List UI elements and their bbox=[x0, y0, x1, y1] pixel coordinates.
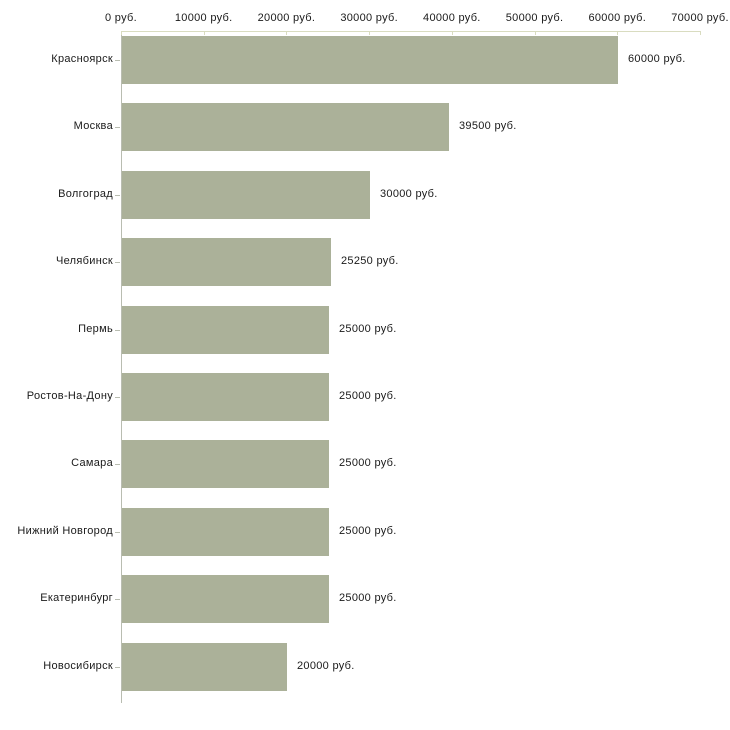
x-axis-tick-label: 60000 руб. bbox=[588, 12, 647, 24]
category-tick-mark bbox=[115, 464, 120, 465]
bar-1 bbox=[122, 103, 449, 152]
category-label: Челябинск bbox=[56, 255, 113, 268]
bar-4 bbox=[122, 305, 329, 354]
x-axis-tick-mark bbox=[617, 31, 619, 35]
value-label: 20000 руб. bbox=[297, 659, 355, 672]
x-axis-line bbox=[121, 31, 701, 32]
category-label: Самара bbox=[71, 457, 113, 470]
x-axis-tick-label: 0 руб. bbox=[105, 12, 137, 24]
category-tick-mark bbox=[115, 667, 120, 668]
value-label: 25000 руб. bbox=[339, 524, 397, 537]
category-tick-mark bbox=[115, 599, 120, 600]
category-label: Новосибирск bbox=[43, 659, 113, 672]
x-axis-tick-label: 30000 руб. bbox=[340, 12, 398, 24]
category-tick-mark bbox=[115, 262, 120, 263]
x-axis-tick-label: 70000 руб. bbox=[671, 12, 729, 24]
x-axis-tick-mark bbox=[286, 31, 288, 35]
bar-8 bbox=[122, 575, 329, 624]
category-label: Пермь bbox=[78, 322, 113, 335]
bar-7 bbox=[122, 507, 329, 556]
y-axis-line bbox=[121, 31, 122, 703]
value-label: 25000 руб. bbox=[339, 592, 397, 605]
bar-0 bbox=[122, 36, 618, 84]
value-label: 60000 руб. bbox=[628, 53, 686, 65]
category-tick-mark bbox=[115, 127, 120, 128]
value-label: 25000 руб. bbox=[339, 457, 397, 470]
value-label: 30000 руб. bbox=[380, 187, 438, 200]
value-label: 25250 руб. bbox=[341, 255, 399, 268]
category-tick-mark bbox=[115, 397, 120, 398]
category-tick-mark bbox=[115, 195, 120, 196]
category-label: Екатеринбург bbox=[40, 592, 113, 605]
bar-5 bbox=[122, 373, 329, 421]
category-label: Нижний Новгород bbox=[17, 524, 113, 537]
value-label: 39500 руб. bbox=[459, 120, 517, 133]
value-label: 25000 руб. bbox=[339, 390, 397, 402]
bar-3 bbox=[122, 238, 331, 287]
x-axis-tick-mark bbox=[121, 31, 122, 35]
x-axis-tick-label: 10000 руб. bbox=[174, 12, 233, 24]
category-tick-mark bbox=[115, 60, 120, 61]
x-axis-tick-mark bbox=[451, 31, 453, 35]
category-label: Ростов-На-Дону bbox=[26, 390, 113, 402]
x-axis-tick-label: 50000 руб. bbox=[505, 12, 564, 24]
category-label: Волгоград bbox=[58, 187, 113, 200]
x-axis-tick-label: 40000 руб. bbox=[423, 12, 481, 24]
x-axis-tick-label: 20000 руб. bbox=[257, 12, 316, 24]
x-axis-tick-mark bbox=[534, 31, 536, 35]
value-label: 25000 руб. bbox=[339, 322, 397, 335]
x-axis-tick-mark bbox=[203, 31, 205, 35]
bar-6 bbox=[122, 440, 329, 489]
x-axis-tick-mark bbox=[700, 31, 701, 35]
category-label: Москва bbox=[73, 120, 113, 133]
category-tick-mark bbox=[115, 330, 120, 331]
category-tick-mark bbox=[115, 532, 120, 533]
bar-2 bbox=[122, 170, 370, 219]
category-label: Красноярск bbox=[51, 53, 113, 65]
bar-9 bbox=[122, 642, 287, 691]
x-axis-tick-mark bbox=[369, 31, 371, 35]
